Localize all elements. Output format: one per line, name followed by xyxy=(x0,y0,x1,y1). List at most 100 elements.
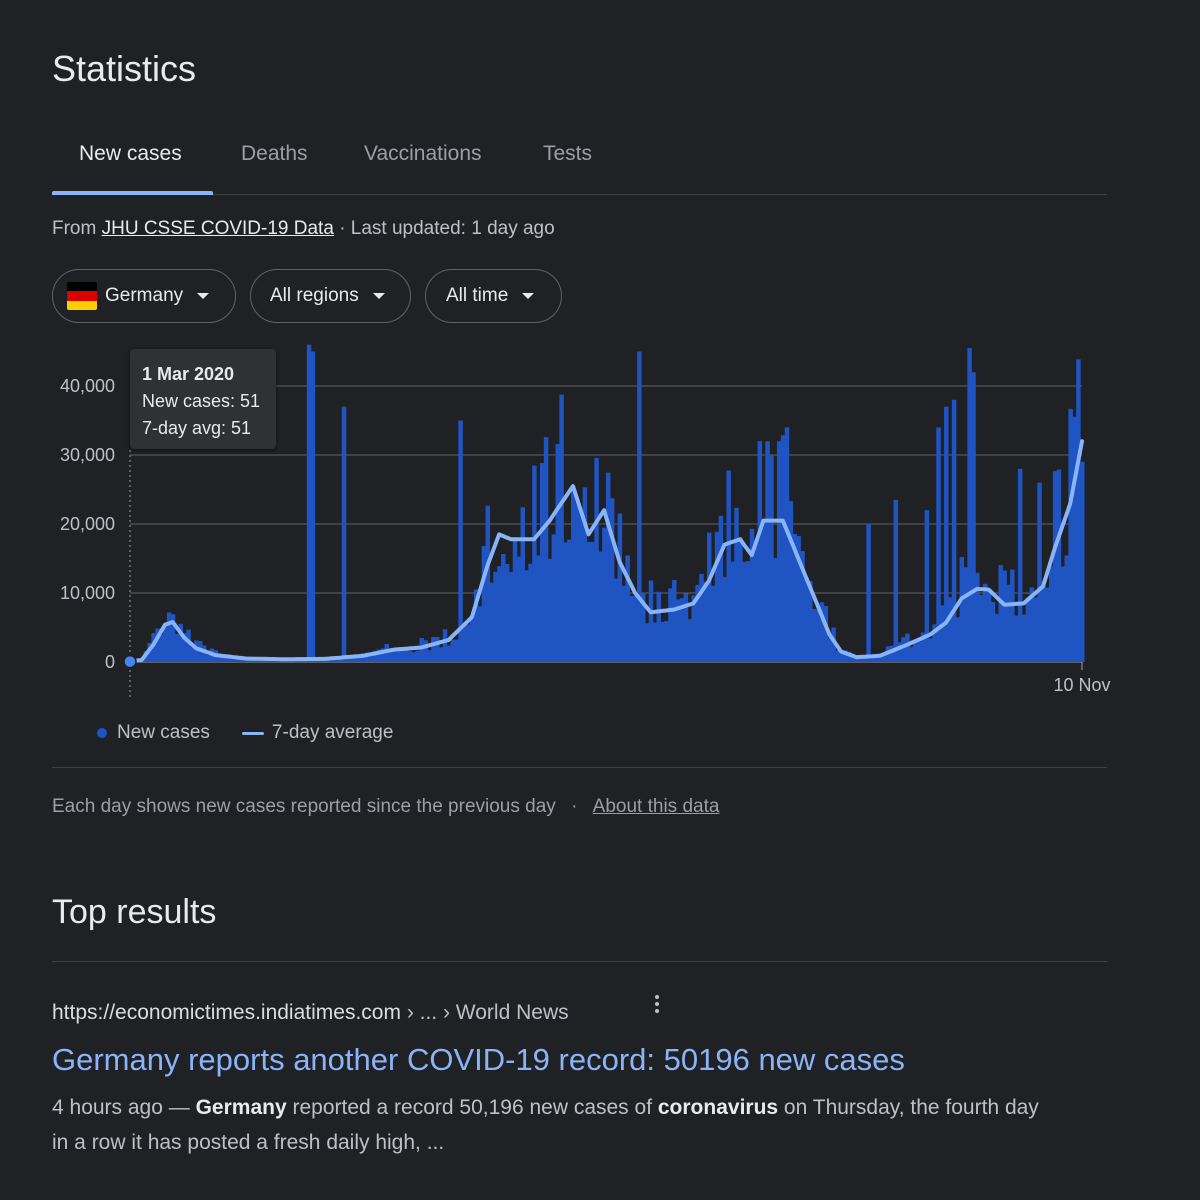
data-source: From JHU CSSE COVID-19 Data · Last updat… xyxy=(52,218,555,240)
bar-new-cases xyxy=(757,441,763,662)
tooltip-avg: 7-day avg: 51 xyxy=(142,418,252,438)
snippet-part: on Thursday, the fourth day in a row it … xyxy=(52,1096,1039,1154)
cases-chart[interactable]: 0 10,000 20,000 30,000 40,000 10 Nov xyxy=(0,340,1200,700)
bar-new-cases xyxy=(897,642,902,662)
bar-new-cases xyxy=(707,532,712,662)
bar-new-cases xyxy=(337,657,343,662)
tab-vaccinations[interactable]: Vaccinations xyxy=(364,142,482,165)
bar-new-cases xyxy=(442,629,448,662)
bar-new-cases xyxy=(1006,584,1011,662)
bar-new-cases xyxy=(528,563,533,662)
snippet-part: 4 hours ago — xyxy=(52,1096,196,1119)
bar-new-cases xyxy=(835,650,840,662)
time-filter-label: All time xyxy=(446,285,509,306)
bar-new-cases xyxy=(225,656,230,662)
bar-new-cases xyxy=(808,580,813,662)
bar-new-cases xyxy=(567,539,572,662)
bar-new-cases xyxy=(555,444,560,662)
bar-new-cases xyxy=(365,652,370,662)
source-link[interactable]: JHU CSSE COVID-19 Data xyxy=(101,218,334,239)
bar-new-cases xyxy=(979,595,984,662)
bar-new-cases xyxy=(1076,359,1081,662)
y-tick-label: 10,000 xyxy=(60,583,115,603)
bar-new-cases xyxy=(1048,566,1054,662)
bar-new-cases xyxy=(967,348,972,662)
bar-new-cases xyxy=(609,498,615,662)
tab-deaths[interactable]: Deaths xyxy=(241,142,308,165)
bar-new-cases xyxy=(815,609,821,662)
about-data-link[interactable]: About this data xyxy=(592,796,720,817)
bar-new-cases xyxy=(660,621,665,662)
result-title-link[interactable]: Germany reports another COVID-19 record:… xyxy=(52,1042,905,1077)
bar-new-cases xyxy=(850,654,856,662)
bar-new-cases xyxy=(800,551,805,662)
bar-new-cases xyxy=(606,472,611,662)
top-results-heading: Top results xyxy=(52,893,217,931)
divider xyxy=(52,767,1107,768)
region-filter[interactable]: All regions xyxy=(250,269,411,323)
bar-new-cases xyxy=(427,650,432,662)
bar-new-cases xyxy=(769,455,774,662)
bar-new-cases xyxy=(640,592,646,662)
bar-new-cases xyxy=(473,589,479,662)
bar-new-cases xyxy=(516,556,522,662)
bar-new-cases xyxy=(419,637,424,662)
result-url[interactable]: https://economictimes.indiatimes.com › .… xyxy=(52,1001,569,1025)
bar-new-cases xyxy=(823,606,829,662)
bar-new-cases xyxy=(1056,469,1062,662)
bar-new-cases xyxy=(458,420,463,662)
bar-new-cases xyxy=(916,641,922,662)
bar-new-cases xyxy=(893,499,899,662)
bar-new-cases xyxy=(248,659,253,662)
bar-new-cases xyxy=(201,645,207,662)
bar-new-cases xyxy=(975,572,980,662)
bar-new-cases xyxy=(462,625,467,662)
bar-new-cases xyxy=(753,540,759,662)
bar-new-cases xyxy=(582,487,588,662)
bar-new-cases xyxy=(229,656,234,662)
bar-new-cases xyxy=(598,551,603,662)
bar-new-cases xyxy=(466,624,471,662)
bar-new-cases xyxy=(699,573,704,662)
bar-new-cases xyxy=(874,655,879,662)
bar-new-cases xyxy=(986,590,992,662)
bar-new-cases xyxy=(489,582,494,662)
bar-new-cases xyxy=(178,623,184,662)
stats-tabs: New cases Deaths Vaccinations Tests xyxy=(52,130,1107,195)
bar-new-cases xyxy=(710,585,716,662)
bar-new-cases xyxy=(485,505,491,662)
bar-new-cases xyxy=(889,645,895,662)
bar-new-cases xyxy=(862,657,867,662)
bar-new-cases xyxy=(232,658,238,662)
bar-new-cases xyxy=(602,527,607,662)
bar-new-cases xyxy=(190,647,195,662)
bar-new-cases xyxy=(928,638,933,662)
time-filter[interactable]: All time xyxy=(425,269,562,323)
bar-new-cases xyxy=(380,648,386,662)
bar-new-cases xyxy=(217,655,222,662)
bar-new-cases xyxy=(182,633,187,662)
bar-new-cases xyxy=(940,605,945,662)
bar-new-cases xyxy=(571,486,576,662)
snippet-bold: Germany xyxy=(195,1096,287,1119)
bar-new-cases xyxy=(990,602,996,662)
tab-tests[interactable]: Tests xyxy=(543,142,593,165)
country-filter[interactable]: Germany xyxy=(52,269,236,323)
tab-new-cases[interactable]: New cases xyxy=(79,142,182,165)
bar-new-cases xyxy=(625,555,630,662)
bar-new-cases xyxy=(403,648,409,662)
bar-new-cases xyxy=(738,537,743,662)
bar-new-cases xyxy=(236,658,242,662)
bar-new-cases xyxy=(536,555,541,662)
bar-new-cases xyxy=(1037,482,1042,662)
series-line-7-day-average xyxy=(128,439,1084,664)
bar-new-cases xyxy=(839,653,844,662)
bar-new-cases xyxy=(765,441,770,662)
bar-new-cases xyxy=(345,657,351,662)
bar-new-cases xyxy=(306,344,312,662)
bar-new-cases xyxy=(726,470,731,662)
more-options-icon[interactable] xyxy=(650,993,664,1017)
result-domain: https://economictimes.indiatimes.com xyxy=(52,1001,401,1024)
bar-new-cases xyxy=(392,650,397,662)
bar-new-cases xyxy=(683,593,689,662)
